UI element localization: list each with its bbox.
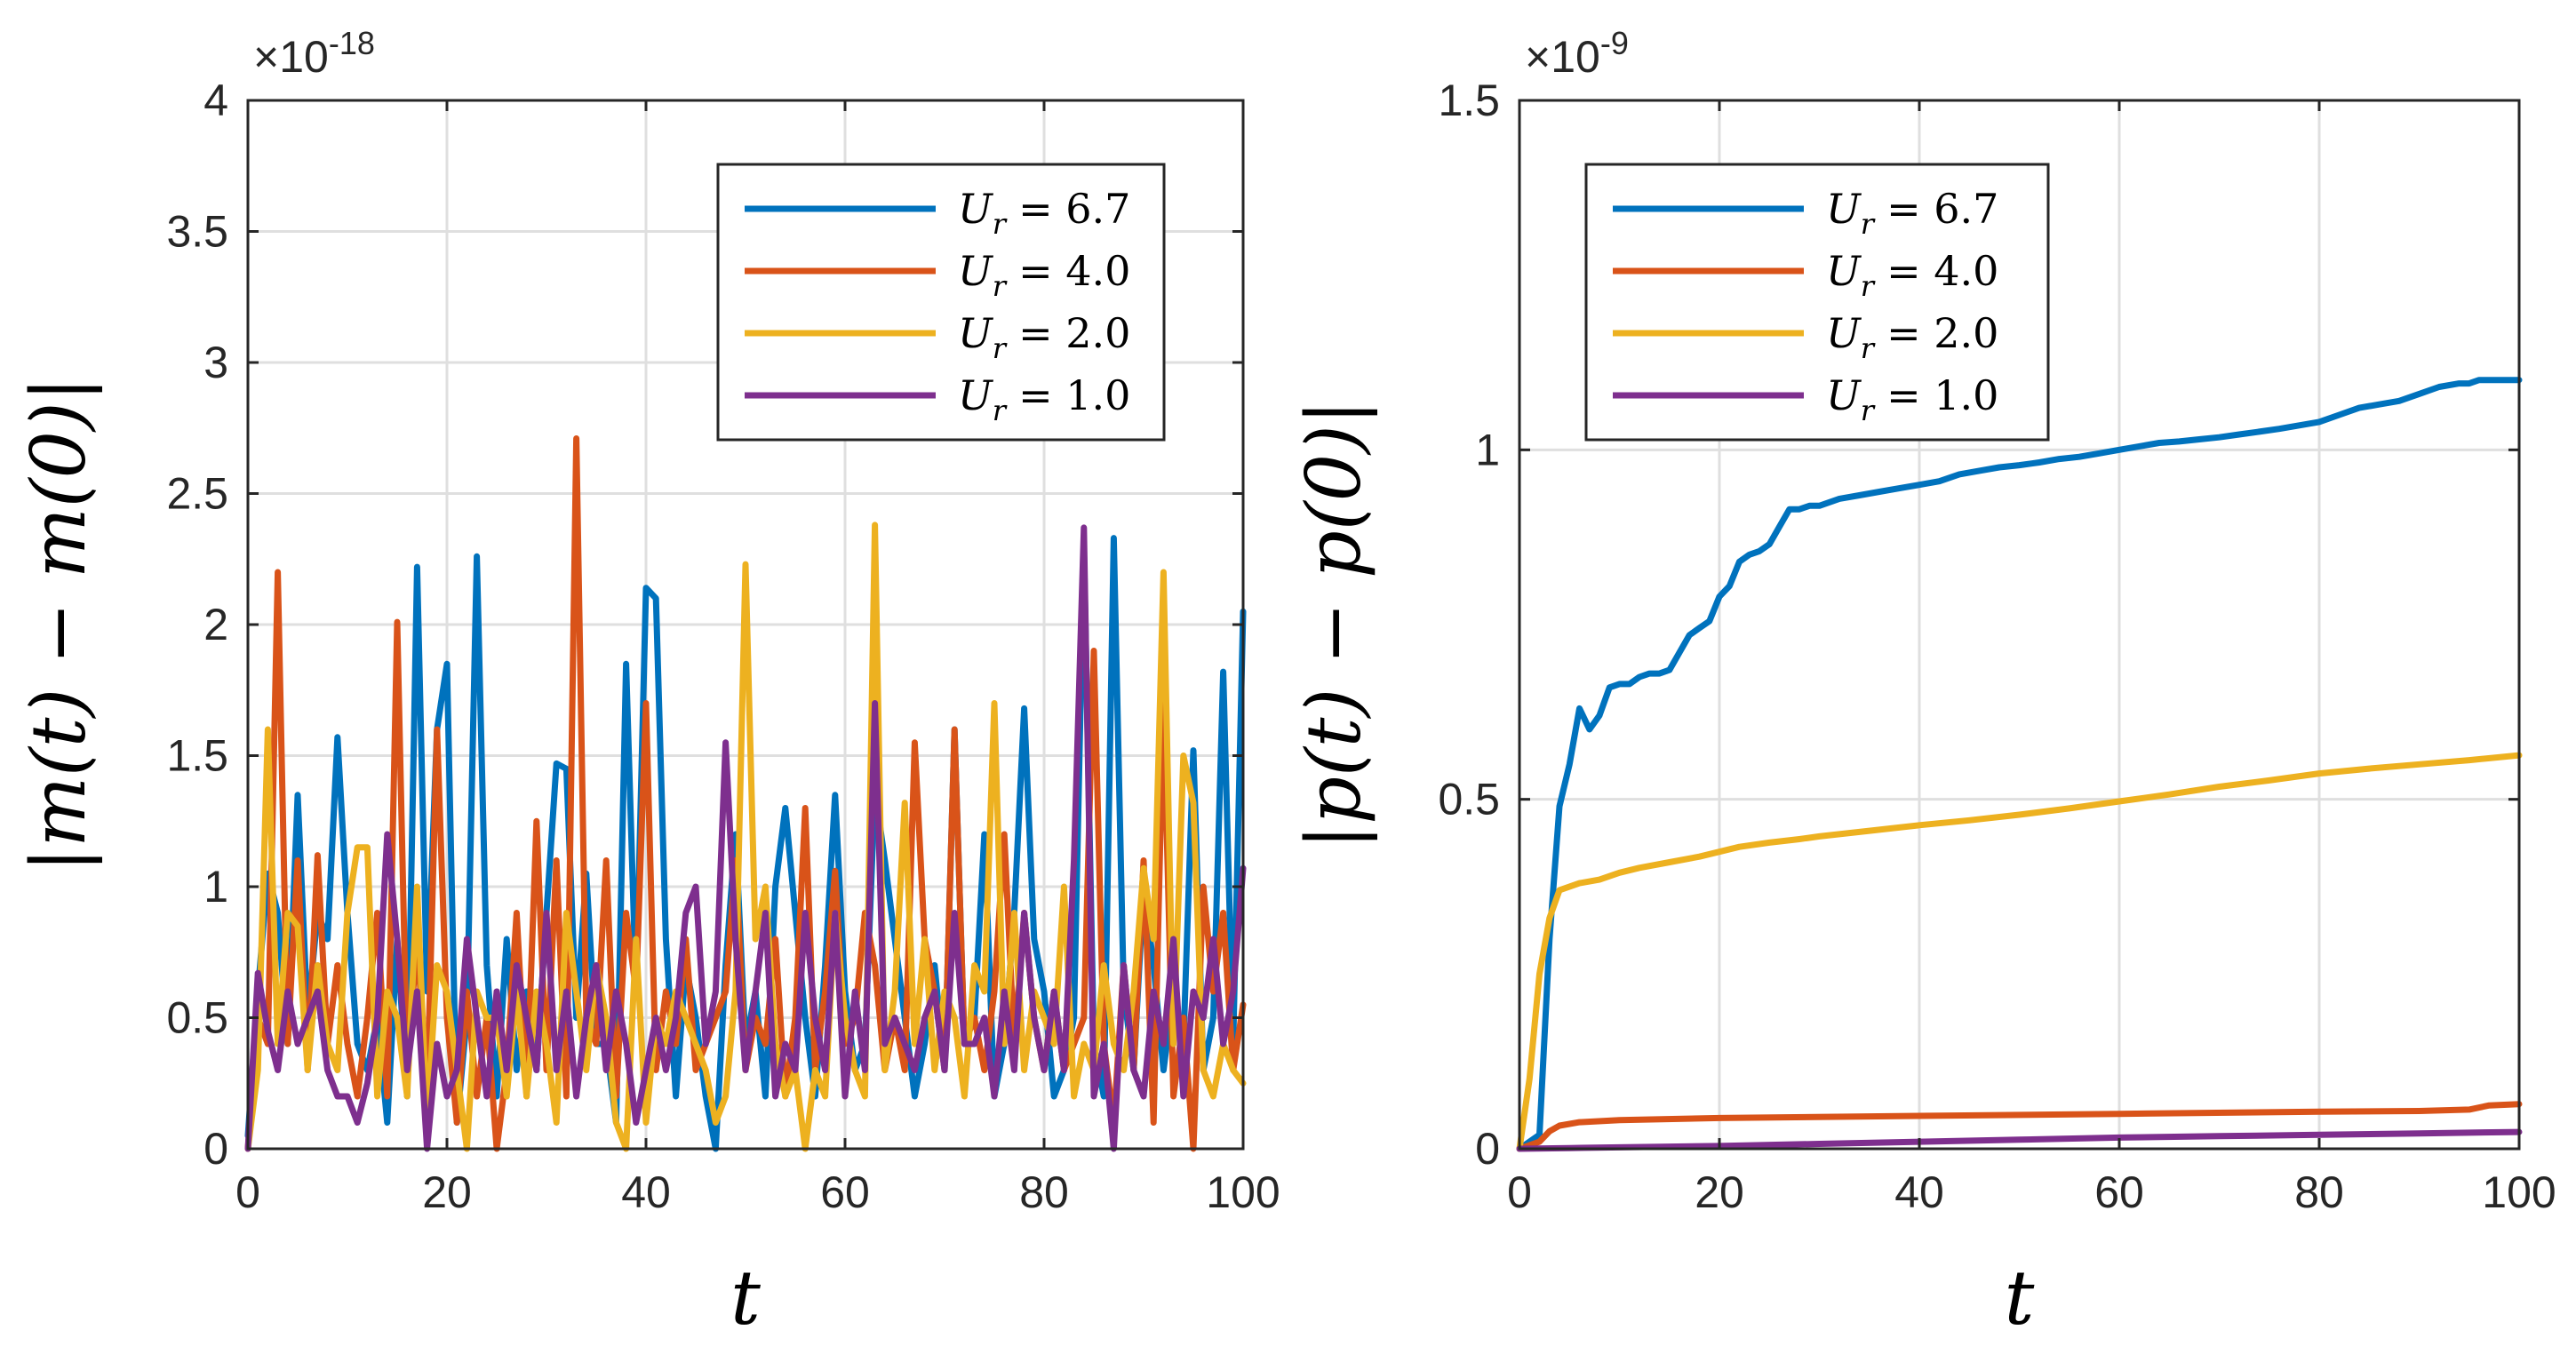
- legend-value: = 1.0: [1018, 371, 1130, 419]
- legend: Ur = 6.7 Ur = 4.0 Ur = 2.0 Ur = 1.0: [716, 163, 1166, 442]
- legend-symbol: U: [1826, 185, 1862, 233]
- x-axis-label: t: [2005, 1254, 2035, 1342]
- x-tick-label: 100: [2482, 1167, 2556, 1217]
- y-tick-label: 2: [203, 600, 228, 649]
- x-tick-label: 80: [2294, 1167, 2344, 1217]
- legend: Ur = 6.7 Ur = 4.0 Ur = 2.0 Ur = 1.0: [1584, 163, 2050, 442]
- legend-entry: Ur = 1.0: [1826, 371, 1998, 427]
- legend-value: = 6.7: [1018, 185, 1130, 233]
- exponent-label: ×10-9: [1525, 25, 1629, 82]
- legend-value: = 2.0: [1886, 309, 1998, 357]
- y-tick-label: 0.5: [166, 993, 228, 1043]
- series-line-67: [1516, 377, 2523, 1152]
- x-tick-label: 80: [1019, 1167, 1069, 1217]
- x-tick-label: 20: [422, 1167, 472, 1217]
- legend-subscript: r: [993, 207, 1008, 241]
- series-line-20: [244, 522, 1247, 1152]
- legend-entry: Ur = 6.7: [958, 185, 1130, 241]
- legend-entry: Ur = 4.0: [958, 247, 1130, 303]
- legend-subscript: r: [993, 331, 1008, 365]
- y-tick-label: 1: [203, 862, 228, 912]
- legend-value: = 6.7: [1886, 185, 1998, 233]
- legend-value: = 4.0: [1018, 247, 1130, 295]
- exponent-label: ×10-18: [253, 25, 375, 82]
- legend-subscript: r: [993, 269, 1008, 303]
- legend-entry: Ur = 4.0: [1826, 247, 1998, 303]
- x-tick-label: 60: [2094, 1167, 2144, 1217]
- legend-symbol: U: [1826, 247, 1862, 295]
- y-tick-label: 4: [203, 76, 228, 125]
- legend-symbol: U: [958, 309, 994, 357]
- y-tick-label: 1: [1475, 425, 1500, 474]
- x-axis-label: t: [730, 1254, 761, 1342]
- x-tick-label: 40: [621, 1167, 671, 1217]
- x-tick-label: 40: [1894, 1167, 1944, 1217]
- legend-value: = 1.0: [1886, 371, 1998, 419]
- y-tick-label: 0.5: [1438, 775, 1500, 824]
- series-line-20: [1516, 752, 2523, 1152]
- exponent-base: ×10: [1525, 32, 1600, 82]
- legend-symbol: U: [1826, 309, 1862, 357]
- exponent-base: ×10: [253, 32, 329, 82]
- y-axis-label: |m(t) − m(0)|: [15, 377, 102, 872]
- right-panel: 0 20 40 60 80 100 0 0.5 1 1.5 ×10-9 t |p(t) − p(0)| U…: [1290, 25, 2556, 1342]
- legend-symbol: U: [1826, 371, 1862, 419]
- legend-subscript: r: [1861, 394, 1876, 427]
- y-tick-label: 1.5: [1438, 76, 1500, 125]
- legend-entry: Ur = 1.0: [958, 371, 1130, 427]
- x-tick-label: 100: [1206, 1167, 1280, 1217]
- legend-entry: Ur = 6.7: [1826, 185, 1998, 241]
- legend-symbol: U: [958, 371, 994, 419]
- x-tick-label: 60: [820, 1167, 870, 1217]
- legend-value: = 2.0: [1018, 309, 1130, 357]
- y-tick-label: 0: [203, 1124, 228, 1174]
- x-tick-label: 0: [235, 1167, 260, 1217]
- y-tick-label: 1.5: [166, 731, 228, 781]
- series-line-40: [1516, 1101, 2523, 1152]
- y-tick-label: 0: [1475, 1124, 1500, 1174]
- legend-symbol: U: [958, 247, 994, 295]
- series-line-10: [244, 524, 1247, 1152]
- y-tick-label: 2.5: [166, 469, 228, 519]
- left-panel: 0 20 40 60 80 100 0 0.5 1 1.5 2 2.5 3 3.5 4 ×10-18 t |m(t…: [15, 25, 1280, 1342]
- legend-entry: Ur = 2.0: [958, 309, 1130, 365]
- legend-subscript: r: [1861, 207, 1876, 241]
- legend-subscript: r: [1861, 331, 1876, 365]
- exponent-power: -18: [329, 25, 375, 61]
- series-line-10: [1516, 1128, 2523, 1152]
- plot-frame: [1518, 99, 2521, 1151]
- y-axis-label: |p(t) − p(0)|: [1290, 400, 1377, 849]
- legend-value: = 4.0: [1886, 247, 1998, 295]
- exponent-power: -9: [1600, 25, 1629, 61]
- y-tick-label: 3.5: [166, 207, 228, 257]
- x-tick-label: 20: [1695, 1167, 1744, 1217]
- legend-symbol: U: [958, 185, 994, 233]
- legend-subscript: r: [1861, 269, 1876, 303]
- x-tick-label: 0: [1507, 1167, 1532, 1217]
- y-tick-label: 3: [203, 338, 228, 387]
- legend-subscript: r: [993, 394, 1008, 427]
- legend-entry: Ur = 2.0: [1826, 309, 1998, 365]
